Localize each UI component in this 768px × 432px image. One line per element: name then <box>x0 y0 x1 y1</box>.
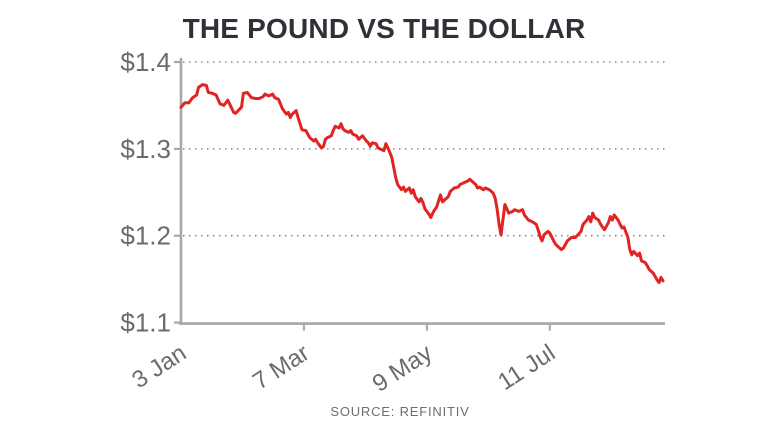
exchange-rate-line <box>179 83 665 285</box>
y-tick-label: $1.2 <box>120 221 171 251</box>
x-tick-label: 3 Jan <box>127 339 191 394</box>
x-tick-label: 9 May <box>368 339 438 397</box>
chart-title: THE POUND VS THE DOLLAR <box>182 13 586 44</box>
source-attribution: SOURCE: REFINITIV <box>330 404 470 419</box>
x-tick-label: 11 Jul <box>493 339 560 396</box>
x-tick-label: 7 Mar <box>248 339 314 395</box>
y-tick-label: $1.4 <box>120 47 171 77</box>
y-tick-label: $1.1 <box>120 308 171 338</box>
y-tick-label: $1.3 <box>120 134 171 164</box>
